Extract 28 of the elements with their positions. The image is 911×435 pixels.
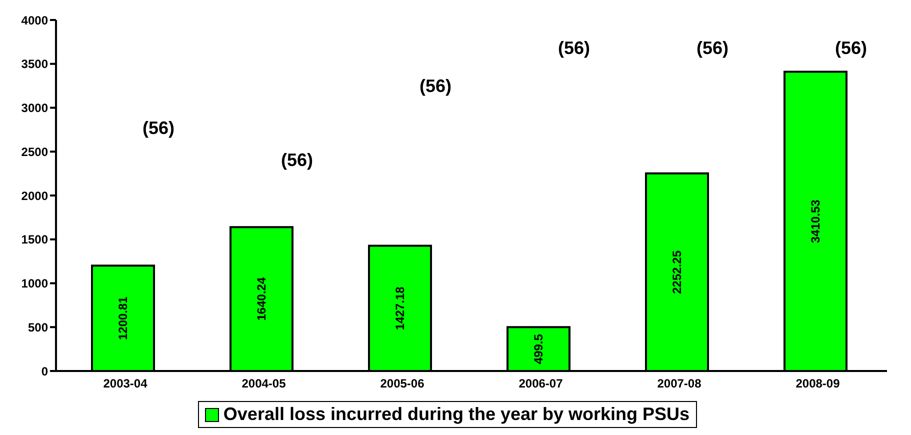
data-label: 3410.53 — [808, 199, 822, 244]
data-label: 1640.24 — [254, 277, 268, 321]
annotation: (56) — [280, 150, 314, 170]
x-tick-label: 2003-04 — [103, 376, 148, 391]
x-tick-label: 2004-05 — [242, 376, 286, 391]
y-tick-label: 500 — [28, 320, 48, 334]
annotation: (56) — [696, 38, 729, 58]
y-tick-label: 4000 — [21, 13, 48, 28]
annotation: (56) — [834, 38, 868, 58]
y-tick-label: 1000 — [21, 276, 48, 291]
y-tick-label: 2000 — [21, 188, 48, 203]
x-tick-label: 2008-09 — [796, 376, 840, 391]
x-tick-label: 2007-08 — [657, 376, 702, 391]
x-tick-label: 2006-07 — [518, 376, 564, 391]
data-label: 2252.25 — [670, 250, 684, 294]
annotation: (56) — [558, 38, 590, 58]
y-tick-label: 3000 — [21, 101, 48, 116]
y-tick-label: 3500 — [21, 57, 48, 72]
legend-label: Overall loss incurred during the year by working PSUs — [222, 404, 690, 425]
x-tick-label: 2005-06 — [380, 376, 425, 391]
data-label: 1427.18 — [393, 286, 407, 330]
data-label: 1200.81 — [116, 296, 130, 340]
y-tick-label: 1500 — [21, 232, 48, 247]
y-tick-label: 0 — [41, 364, 48, 378]
y-tick-label: 2500 — [21, 144, 48, 159]
annotation: (56) — [142, 118, 175, 138]
data-label: 499.5 — [532, 334, 546, 364]
annotation: (56) — [419, 76, 452, 96]
